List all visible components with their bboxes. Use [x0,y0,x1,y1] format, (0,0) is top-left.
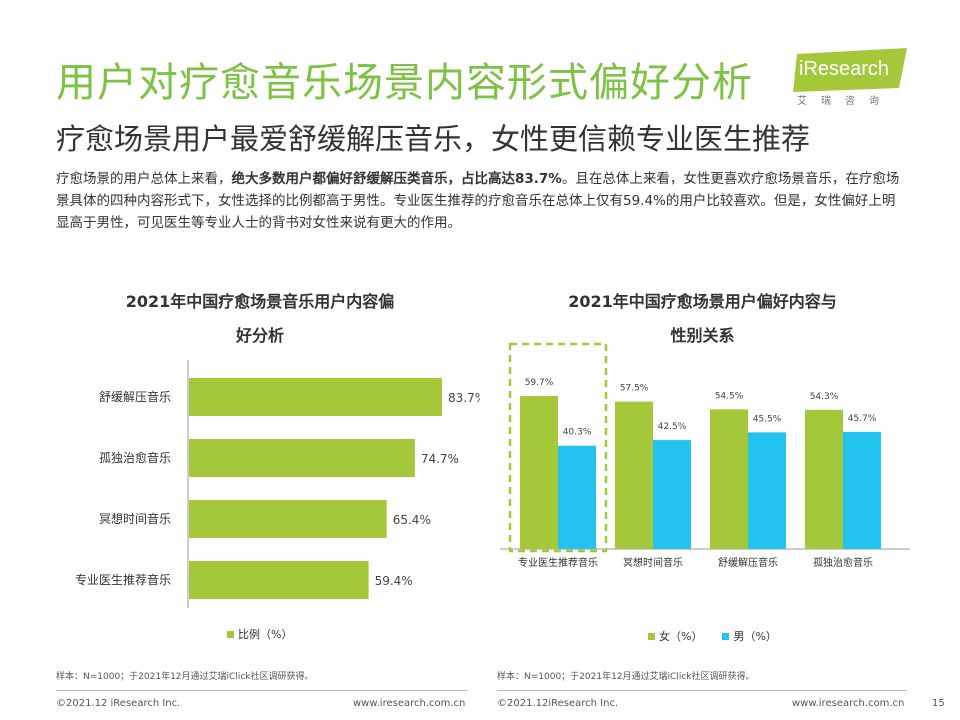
left-value-label-0: 83.7% [448,391,480,405]
page-subtitle: 疗愈场景用户最爱舒缓解压音乐，女性更信赖专业医生推荐 [56,122,811,156]
left-chart-title-line1: 2021年中国疗愈场景音乐用户内容偏 [125,292,395,311]
right-category-label-1: 冥想时间音乐 [623,556,683,569]
summary-paragraph: 疗愈场景的用户总体上来看，绝大多数用户都偏好舒缓解压类音乐，占比高达83.7%。… [56,168,906,234]
left-bar-chart: 舒缓解压音乐 83.7% 孤独治愈音乐 74.7% 冥想时间音乐 65.4% 专业医生推荐音… [75,360,480,608]
page-number: 15 [932,698,945,709]
left-sample-note: 样本：N=1000；于2021年12月通过艾瑞iClick社区调研获得。 [56,672,314,682]
right-legend-label-male: 男（%） [733,630,777,643]
left-value-label-1: 74.7% [421,452,459,466]
right-bar-male-1 [653,440,691,549]
right-category-label-2: 舒缓解压音乐 [718,556,778,569]
right-bar-male-3 [843,431,881,549]
footer-copyright-right: ©2021.12iResearch Inc. [497,698,619,709]
right-value-label-female-2: 54.5% [715,391,744,401]
logo-mark [793,48,907,92]
left-bar-2 [189,500,387,538]
footer-divider-right [497,690,907,691]
footer-divider-left [56,690,468,691]
summary-part-2: 。且在总体上来看，女性更喜欢疗愈场景音乐，在疗愈场景具体的四种内容形式下，女性选… [56,171,900,231]
footer-copyright-left: ©2021.12 iResearch Inc. [56,698,181,709]
logo-cn: 艾瑞咨询 [797,96,893,107]
left-bar-3 [189,561,369,599]
left-chart-title: 2021年中国疗愈场景音乐用户内容偏 好分析 [60,285,460,353]
right-legend-label-female: 女（%） [659,630,703,643]
right-bar-male-2 [748,432,786,549]
logo-brand: iResearch [799,58,890,80]
left-category-label-2: 冥想时间音乐 [99,511,171,526]
right-value-label-male-1: 42.5% [658,422,687,432]
left-category-label-1: 孤独治愈音乐 [99,450,171,465]
left-chart-title-line2: 好分析 [235,326,284,345]
right-legend: 女（%） 男（%） [648,628,777,644]
left-legend: 比例（%） [227,626,292,642]
right-value-label-female-3: 54.3% [810,392,839,402]
right-chart-title: 2021年中国疗愈场景用户偏好内容与 性别关系 [500,285,905,353]
right-chart-title-line1: 2021年中国疗愈场景用户偏好内容与 [568,292,837,311]
right-value-label-male-3: 45.7% [848,414,877,424]
left-legend-swatch [227,630,234,638]
right-category-label-3: 孤独治愈音乐 [813,556,873,569]
right-value-label-female-0: 59.7% [525,378,554,388]
page-title: 用户对疗愈音乐场景内容形式偏好分析 [56,60,753,106]
right-category-label-0: 专业医生推荐音乐 [518,556,598,569]
left-category-label-3: 专业医生推荐音乐 [75,572,171,587]
right-bar-female-2 [710,409,748,549]
right-chart-title-line2: 性别关系 [670,326,735,345]
summary-highlight: 绝大多数用户都偏好舒缓解压类音乐，占比高达83.7% [231,171,562,187]
right-bar-female-1 [615,401,653,549]
right-value-label-female-1: 57.5% [620,384,649,394]
right-bar-male-0 [558,445,596,549]
right-value-label-male-0: 40.3% [563,428,592,438]
right-legend-swatch-female [648,632,655,640]
right-sample-note: 样本：N=1000；于2021年12月通过艾瑞iClick社区调研获得。 [497,672,755,682]
right-legend-swatch-male [722,632,730,640]
summary-part-1: 疗愈场景的用户总体上来看， [56,171,232,187]
left-bar-1 [189,439,415,477]
left-legend-label: 比例（%） [238,628,293,641]
right-highlight-box [508,342,608,553]
right-bar-female-3 [805,409,843,549]
left-value-label-2: 65.4% [393,513,431,527]
footer-url-left[interactable]: www.iresearch.com.cn [353,698,466,709]
footer-url-right[interactable]: www.iresearch.com.cn [792,698,905,709]
right-value-label-male-2: 45.5% [753,414,782,424]
left-category-label-0: 舒缓解压音乐 [99,389,171,404]
left-bar-0 [189,378,443,416]
iresearch-logo: iResearch 艾瑞咨询 [793,48,913,108]
right-grouped-bar-chart: 59.7% 40.3% 专业医生推荐音乐 57.5% 42.5% 冥想时间音乐 54.5% 4… [500,342,910,569]
right-bar-female-0 [520,396,558,549]
left-value-label-3: 59.4% [375,574,413,588]
